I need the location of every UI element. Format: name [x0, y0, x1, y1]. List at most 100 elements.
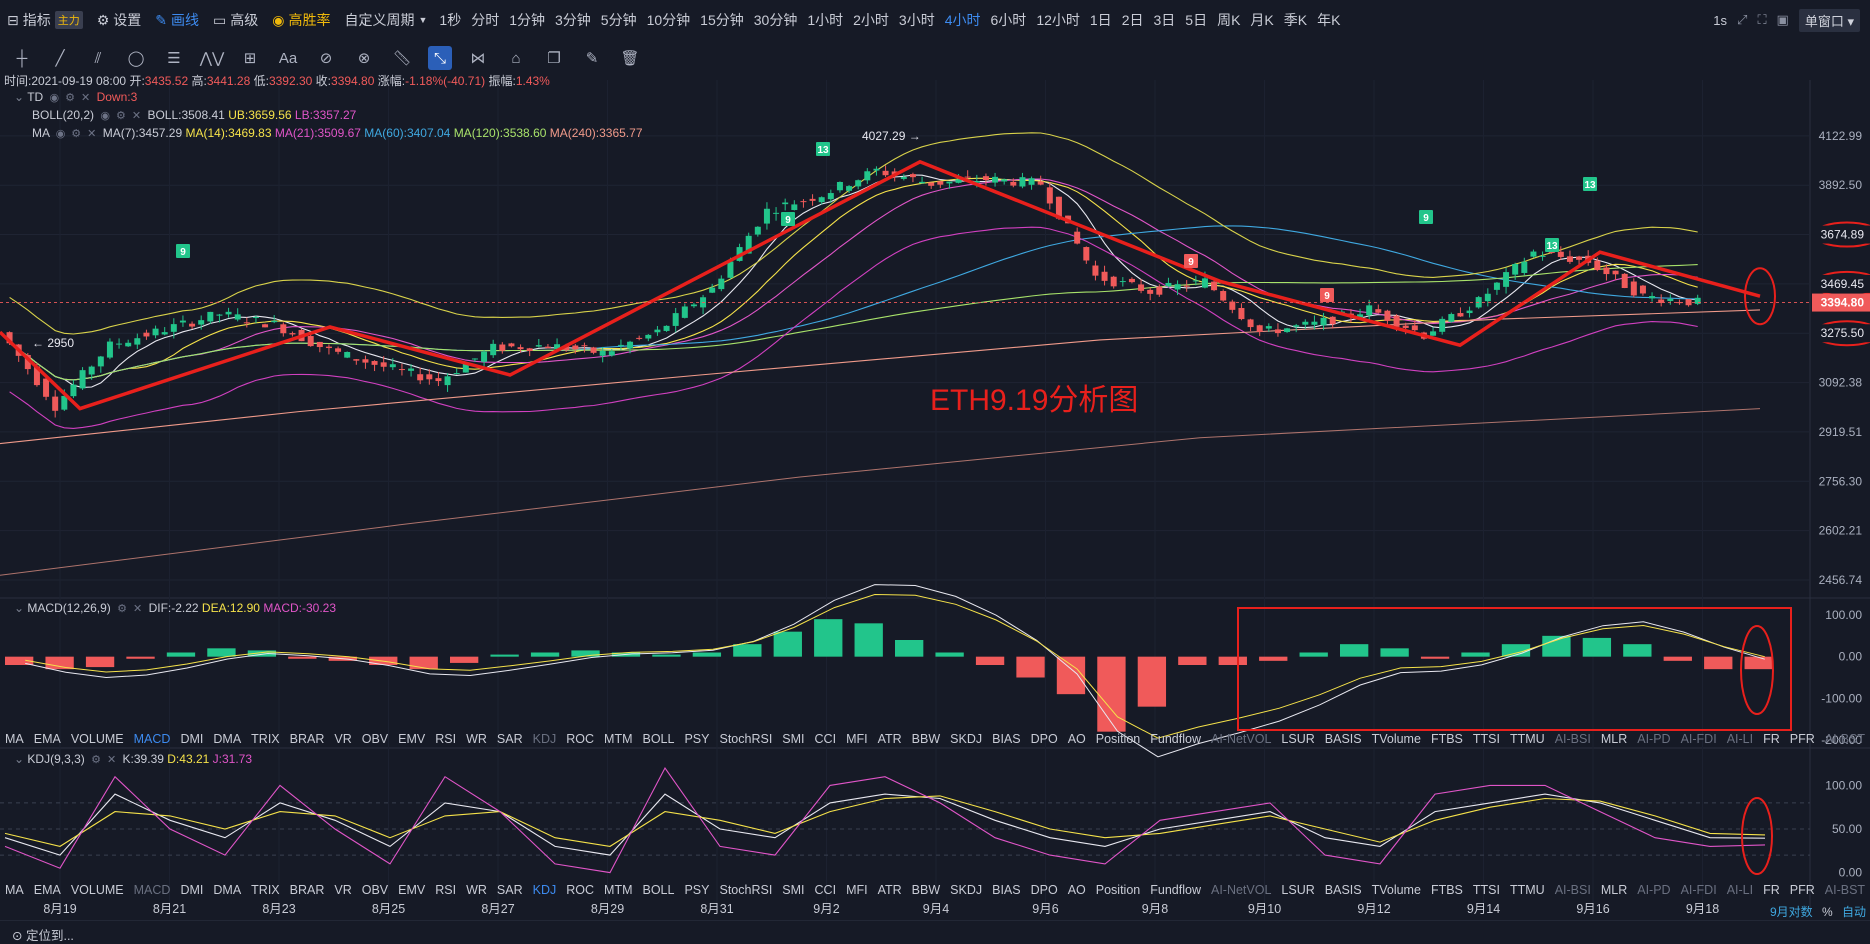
period-7[interactable]: 30分钟	[753, 12, 798, 28]
indicator-tab-wr[interactable]: WR	[466, 883, 487, 897]
indicator-tab-basis[interactable]: BASIS	[1324, 732, 1362, 746]
indicator-tab-ai-pd[interactable]: AI-PD	[1637, 732, 1671, 746]
ruler-icon[interactable]: 📏︎	[392, 50, 412, 67]
indicator-tab-boll[interactable]: BOLL	[642, 732, 675, 746]
indicator-tab-dpo[interactable]: DPO	[1030, 732, 1058, 746]
indicator-tab-fr[interactable]: FR	[1763, 883, 1780, 897]
trash-icon[interactable]: 🗑︎	[620, 50, 640, 67]
close-icon[interactable]: ✕	[81, 92, 91, 104]
lock-icon[interactable]: ⋈	[470, 50, 486, 67]
period-18[interactable]: 周K	[1217, 12, 1241, 28]
indicator-tab-obv[interactable]: OBV	[361, 883, 389, 897]
indicator-tab-mlr[interactable]: MLR	[1600, 883, 1628, 897]
settings-icon[interactable]: ⚙	[116, 110, 126, 122]
period-17[interactable]: 5日	[1185, 12, 1208, 28]
indicator-tab-pfr[interactable]: PFR	[1789, 732, 1815, 746]
indicator-tab-ma[interactable]: MA	[5, 732, 24, 746]
indicator-tab-ftbs[interactable]: FTBS	[1430, 732, 1463, 746]
period-9[interactable]: 2小时	[853, 12, 889, 28]
indicator-tab-ao[interactable]: AO	[1067, 883, 1086, 897]
log-scale-toggle[interactable]: 9月对数	[1769, 905, 1813, 919]
wave-icon[interactable]: ⋀⋁	[199, 50, 225, 67]
indicator-tab-ai-netvol[interactable]: AI-NetVOL	[1210, 732, 1272, 746]
indicator-tab-obv[interactable]: OBV	[361, 732, 389, 746]
indicator-tab-ai-li[interactable]: AI-LI	[1726, 883, 1754, 897]
custom-period-dropdown[interactable]: 自定义周期 ▼	[337, 0, 434, 40]
draw-button[interactable]: ✎ 画线	[148, 0, 206, 40]
indicator-tab-ai-netvol[interactable]: AI-NetVOL	[1210, 883, 1272, 897]
collapse-icon[interactable]: ⌄	[14, 752, 25, 766]
locate-button[interactable]: ⊙ 定位到...	[12, 925, 74, 944]
indicator-tab-vr[interactable]: VR	[334, 732, 352, 746]
ellipse-icon[interactable]: ◯	[127, 50, 145, 67]
indicator-tab-atr[interactable]: ATR	[877, 732, 902, 746]
indicator-tab-ema[interactable]: EMA	[33, 883, 61, 897]
indicator-tab-ttmu[interactable]: TTMU	[1509, 883, 1545, 897]
indicator-tab-emv[interactable]: EMV	[398, 732, 426, 746]
edit-icon[interactable]: ✎	[585, 50, 599, 67]
indicator-tab-dma[interactable]: DMA	[213, 883, 242, 897]
indicators-button[interactable]: ⊟ 指标 主力	[0, 0, 90, 40]
indicator-tab-sar[interactable]: SAR	[496, 883, 523, 897]
indicator-tab-vr[interactable]: VR	[334, 883, 352, 897]
settings-button[interactable]: ⚙ 设置	[90, 0, 149, 40]
expand-icon[interactable]: ⤢	[1737, 12, 1748, 27]
indicator-tab-ttsi[interactable]: TTSI	[1472, 883, 1500, 897]
indicator-tab-rsi[interactable]: RSI	[435, 732, 457, 746]
collapse-icon[interactable]: ⌄	[14, 90, 25, 104]
period-2[interactable]: 1分钟	[509, 12, 545, 28]
indicator-tab-ai-li[interactable]: AI-LI	[1726, 732, 1754, 746]
period-4[interactable]: 5分钟	[600, 12, 637, 28]
indicator-tab-ttmu[interactable]: TTMU	[1509, 732, 1545, 746]
indicator-tab-volume[interactable]: VOLUME	[70, 883, 124, 897]
indicator-tab-smi[interactable]: SMI	[782, 732, 805, 746]
indicator-tab-bias[interactable]: BIAS	[992, 732, 1021, 746]
close-icon[interactable]: ✕	[131, 110, 142, 122]
indicator-tab-basis[interactable]: BASIS	[1324, 883, 1362, 897]
indicator-tab-tvolume[interactable]: TVolume	[1371, 732, 1421, 746]
indicator-tab-ema[interactable]: EMA	[33, 732, 61, 746]
indicator-tab-atr[interactable]: ATR	[877, 883, 902, 897]
window-mode-dropdown[interactable]: 单窗口 ▾	[1798, 8, 1860, 32]
eye-icon[interactable]: ◉	[100, 110, 110, 122]
settings-icon[interactable]: ⚙	[71, 128, 82, 140]
period-3[interactable]: 3分钟	[555, 12, 591, 28]
indicator-tab-trix[interactable]: TRIX	[251, 732, 280, 746]
win-rate-button[interactable]: ◉ 高胜率	[265, 0, 337, 40]
indicator-tab-volume[interactable]: VOLUME	[70, 732, 124, 746]
period-14[interactable]: 1日	[1089, 12, 1112, 28]
parallel-lines-icon[interactable]: ⫽	[94, 49, 102, 67]
indicator-tab-ftbs[interactable]: FTBS	[1430, 883, 1463, 897]
indicator-tab-position[interactable]: Position	[1095, 883, 1141, 897]
indicator-tab-mtm[interactable]: MTM	[604, 732, 633, 746]
camera-icon[interactable]: ▣	[1776, 12, 1789, 27]
close-icon[interactable]: ✕	[87, 128, 97, 140]
period-1[interactable]: 分时	[471, 12, 500, 28]
indicator-tab-lsur[interactable]: LSUR	[1281, 732, 1315, 746]
indicator-tab-skdj[interactable]: SKDJ	[950, 732, 983, 746]
indicator-tab-kdj[interactable]: KDJ	[532, 732, 557, 746]
indicator-tab-roc[interactable]: ROC	[566, 732, 595, 746]
indicator-tab-skdj[interactable]: SKDJ	[950, 883, 983, 897]
advanced-button[interactable]: ▭ 高级	[206, 0, 265, 40]
indicator-tab-boll[interactable]: BOLL	[642, 883, 675, 897]
eye-icon[interactable]: ◉	[55, 128, 66, 140]
period-0[interactable]: 1秒	[439, 12, 462, 28]
settings-icon[interactable]: ⚙	[65, 92, 76, 104]
settings-icon[interactable]: ⚙	[91, 754, 101, 766]
percent-toggle[interactable]: %	[1821, 905, 1833, 919]
indicator-tab-position[interactable]: Position	[1095, 732, 1141, 746]
crosshair-icon[interactable]: ┼	[16, 49, 28, 67]
indicator-tab-smi[interactable]: SMI	[782, 883, 805, 897]
indicator-tab-ai-bsi[interactable]: AI-BSI	[1554, 732, 1591, 746]
indicator-tab-ai-pd[interactable]: AI-PD	[1637, 883, 1671, 897]
period-13[interactable]: 12小时	[1036, 12, 1080, 28]
interval-indicator[interactable]: 1s	[1713, 12, 1728, 28]
indicator-tab-mlr[interactable]: MLR	[1600, 732, 1628, 746]
indicator-tab-stochrsi[interactable]: StochRSI	[719, 883, 773, 897]
period-5[interactable]: 10分钟	[646, 12, 691, 28]
indicator-tab-dmi[interactable]: DMI	[180, 883, 204, 897]
indicator-tab-mfi[interactable]: MFI	[846, 883, 868, 897]
close-icon[interactable]: ✕	[106, 754, 117, 766]
main-chart[interactable]: ETH9.19分析图 4027.29 → ← 2950 9 9 13 13 9 9 9 13 412…	[0, 40, 1870, 920]
